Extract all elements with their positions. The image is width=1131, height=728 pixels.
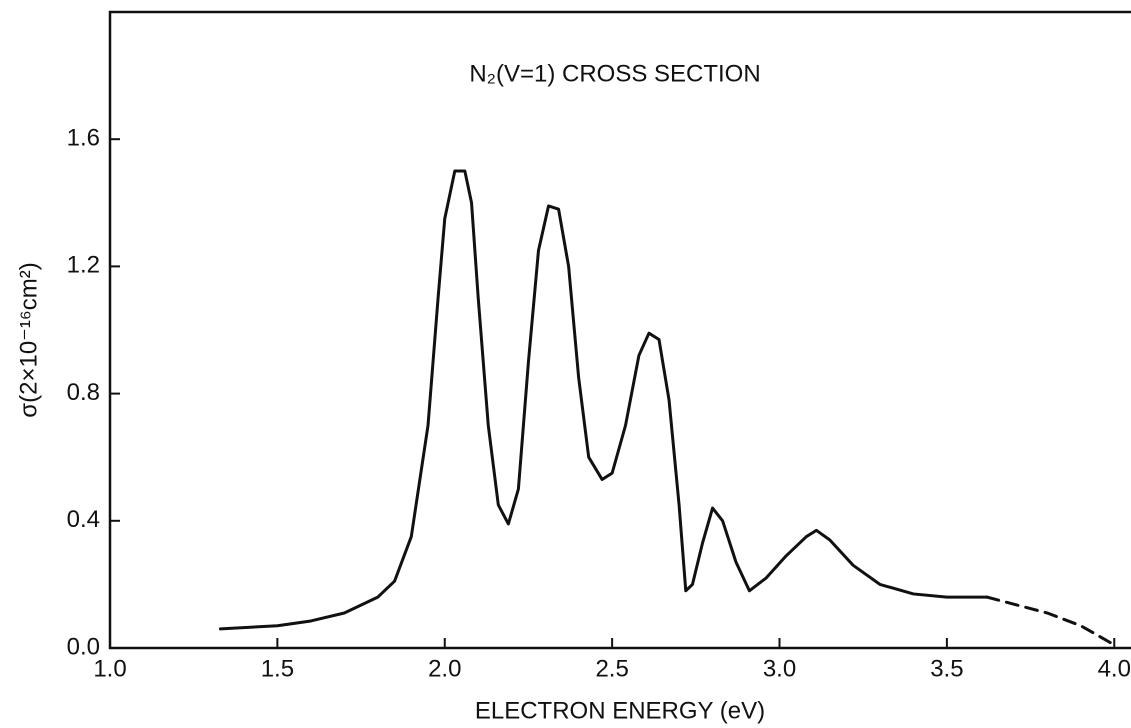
series-line: [985, 595, 1116, 647]
y-tick-label: 1.2: [67, 252, 100, 279]
x-axis-label: ELECTRON ENERGY (eV): [475, 697, 765, 724]
chart-title: N₂(V=1) CROSS SECTION: [469, 60, 760, 87]
series-line: [218, 169, 989, 631]
plot-frame: [108, 10, 1131, 650]
y-tick-label: 0.4: [67, 506, 100, 533]
y-tick-label: 0.0: [67, 633, 100, 660]
x-tick-label: 4.0: [1098, 655, 1131, 682]
x-tick-label: 1.5: [261, 655, 294, 682]
y-axis-label: σ(2×10⁻¹⁶cm²): [15, 262, 42, 417]
x-tick-label: 1.0: [93, 655, 126, 682]
x-tick-label: 3.5: [930, 655, 963, 682]
y-tick-label: 0.8: [67, 379, 100, 406]
x-tick-label: 2.5: [595, 655, 628, 682]
x-tick-label: 3.0: [763, 655, 796, 682]
x-tick-label: 2.0: [428, 655, 461, 682]
y-tick-label: 1.6: [67, 125, 100, 152]
